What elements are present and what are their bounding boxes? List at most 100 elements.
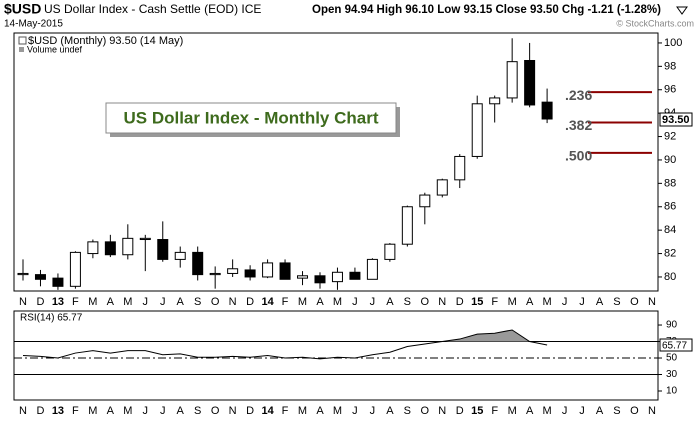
candle-body: [157, 239, 169, 260]
x-tick-label: N: [438, 296, 446, 308]
x-tick-label: S: [613, 405, 620, 417]
candle-body: [52, 277, 64, 287]
candle-body: [331, 271, 343, 283]
rsi-tag-box: [659, 338, 693, 352]
x-tick-label: A: [386, 296, 394, 308]
x-tick-label: J: [143, 405, 149, 417]
y-tick-label: 80: [664, 271, 676, 283]
x-tick-label: N: [229, 296, 237, 308]
rsi-overbought-fill: [442, 329, 530, 342]
x-tick-label: M: [123, 296, 132, 308]
candle-body: [69, 251, 81, 287]
rsi-tag: 65.77: [662, 341, 687, 352]
x-tick-label: 13: [52, 296, 64, 308]
candle-body: [192, 251, 204, 276]
x-tick-label: 14: [261, 405, 274, 417]
instrument-name: US Dollar Index - Cash Settle (EOD) ICE: [44, 2, 261, 16]
candle-body: [314, 275, 326, 284]
candle-body: [209, 272, 221, 276]
down-arrow-icon: [676, 6, 688, 15]
x-tick-label: D: [36, 405, 44, 417]
y-tick-label: 84: [664, 224, 676, 236]
x-tick-label: M: [298, 405, 307, 417]
candle-body: [139, 237, 151, 241]
x-tick-label: F: [72, 296, 79, 308]
x-tick-label: J: [579, 296, 585, 308]
quote: Open 94.94 High 96.10 Low 93.15 Close 93…: [312, 4, 661, 16]
x-tick-label: M: [298, 296, 307, 308]
y-tick-label: 90: [664, 154, 676, 166]
candle-body: [104, 241, 116, 256]
y-tick-label: 100: [664, 37, 682, 49]
candle-body: [384, 243, 396, 260]
x-tick-label: D: [36, 296, 44, 308]
x-tick-label: J: [352, 405, 358, 417]
x-tick-label: N: [438, 405, 446, 417]
x-tick-label: S: [194, 405, 201, 417]
y-tick-label: 90: [666, 320, 678, 331]
legend: $USD (Monthly) 93.50 (14 May): [28, 35, 183, 47]
x-tick-label: A: [526, 296, 534, 308]
y-tick-label: 50: [666, 353, 678, 364]
symbol: $USD: [4, 1, 41, 17]
x-tick-label: M: [88, 296, 97, 308]
x-tick-label: A: [526, 405, 534, 417]
x-tick-label: D: [246, 405, 254, 417]
x-tick-label: F: [282, 296, 289, 308]
candle-body: [174, 251, 186, 260]
x-tick-label: A: [316, 405, 324, 417]
price-tag: 93.50: [662, 114, 690, 126]
x-tick-label: J: [143, 296, 149, 308]
candle-body: [541, 101, 553, 120]
x-tick-label: J: [579, 405, 585, 417]
x-tick-label: N: [648, 296, 656, 308]
candle-body: [471, 103, 483, 157]
volume-icon: [19, 47, 24, 52]
x-tick-label: N: [19, 296, 27, 308]
x-tick-label: 14: [261, 296, 274, 308]
x-tick-label: A: [177, 405, 185, 417]
fib-label: .236: [565, 87, 592, 103]
candle-body: [244, 269, 256, 278]
x-tick-label: N: [648, 405, 656, 417]
candle-body: [297, 275, 309, 279]
x-tick-label: A: [386, 405, 394, 417]
x-tick-label: D: [246, 296, 254, 308]
x-tick-label: S: [404, 296, 411, 308]
x-tick-label: J: [160, 405, 166, 417]
price-panel: [13, 32, 659, 292]
y-tick-label: 98: [664, 60, 676, 72]
candle-body: [454, 155, 466, 181]
candle-body: [349, 271, 361, 280]
candle-body: [227, 268, 239, 274]
rsi-panel: [13, 310, 659, 401]
candle-body: [524, 59, 536, 106]
x-tick-label: 15: [471, 296, 483, 308]
y-tick-label: 92: [664, 130, 676, 142]
x-tick-label: O: [421, 405, 430, 417]
y-tick-label: 88: [664, 177, 676, 189]
x-tick-label: O: [211, 405, 220, 417]
fib-label: .500: [565, 148, 592, 164]
y-tick-label: 96: [664, 84, 676, 96]
rsi-label: RSI(14) 65.77: [20, 313, 83, 324]
legend-icon: [18, 36, 27, 45]
fib-label: .382: [565, 117, 592, 133]
x-tick-label: M: [333, 296, 342, 308]
x-tick-label: O: [630, 405, 639, 417]
y-tick-label: 86: [664, 201, 676, 213]
x-tick-label: F: [282, 405, 289, 417]
candle-body: [366, 258, 378, 280]
candle-body: [17, 272, 29, 276]
y-tick-label: 30: [666, 369, 678, 380]
rsi-line: [22, 329, 548, 360]
x-tick-label: M: [543, 296, 552, 308]
x-tick-label: O: [211, 296, 220, 308]
x-tick-label: M: [508, 296, 517, 308]
candle-body: [262, 262, 274, 278]
x-tick-label: F: [491, 405, 498, 417]
candle-body: [489, 97, 501, 105]
